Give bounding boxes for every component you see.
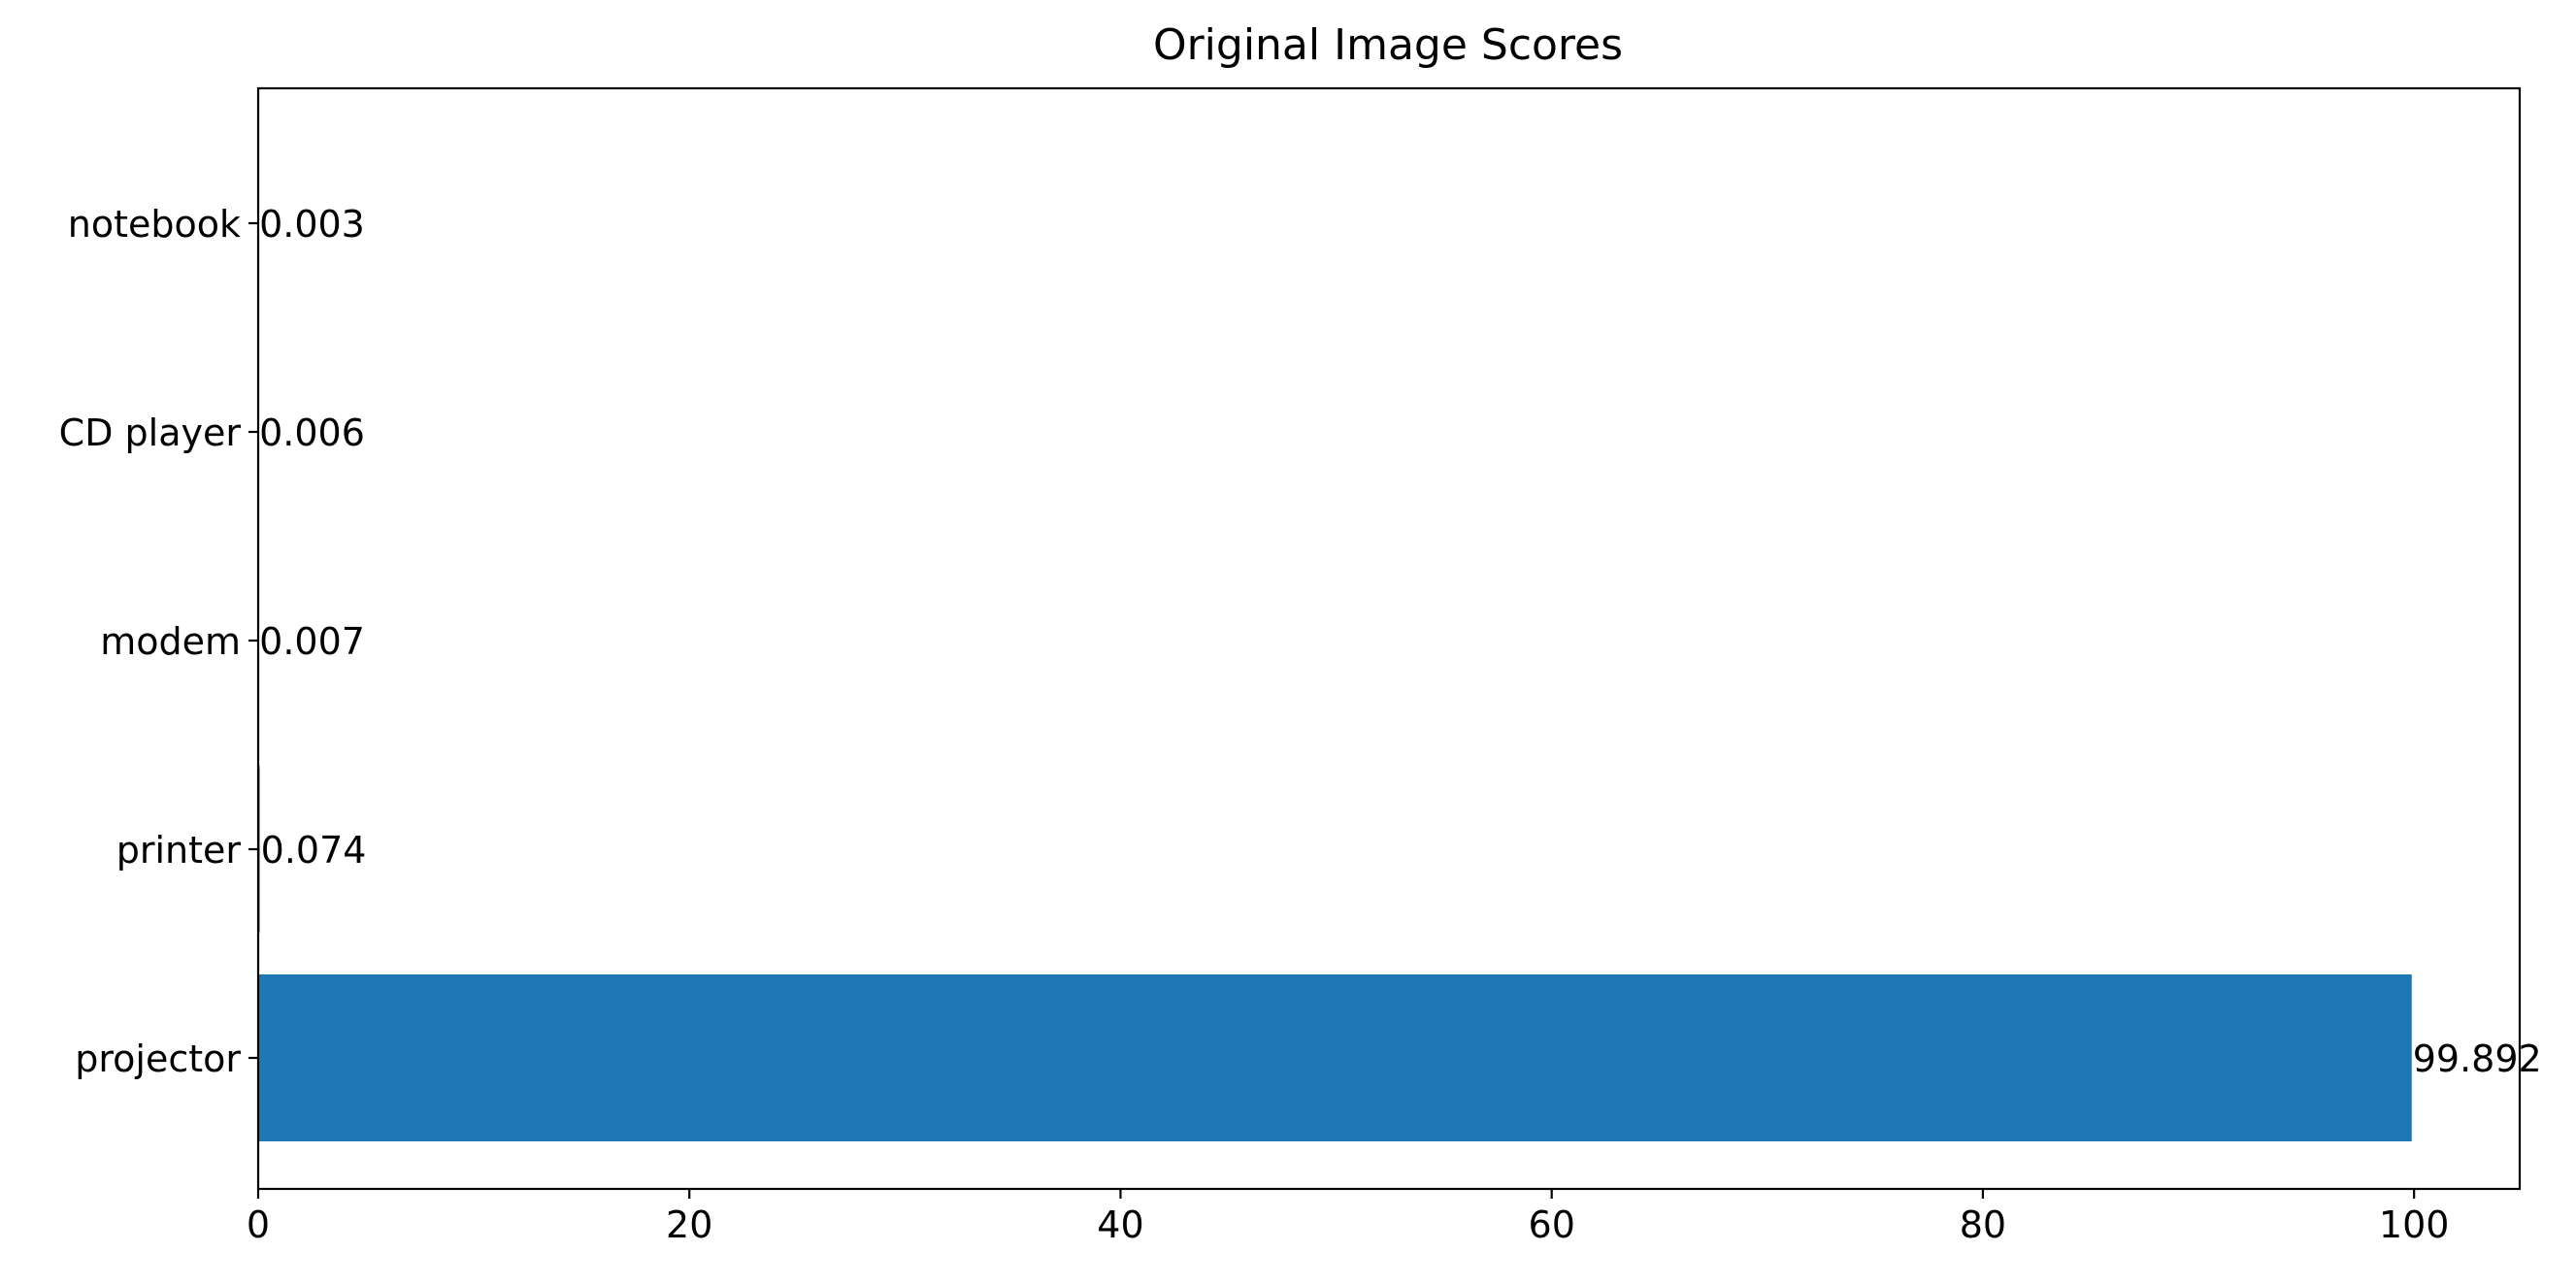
y-tick-label: notebook xyxy=(68,203,241,246)
x-tick-label: 40 xyxy=(1097,1203,1143,1246)
x-tick-label: 20 xyxy=(666,1203,712,1246)
x-tick-label: 60 xyxy=(1529,1203,1575,1246)
chart-title: Original Image Scores xyxy=(1153,20,1623,70)
y-tick-label: projector xyxy=(75,1038,241,1080)
value-labels-layer: 99.892 0.074 0.007 0.006 0.003 xyxy=(259,203,2542,1080)
value-label: 99.892 xyxy=(2413,1038,2542,1080)
value-label: 0.007 xyxy=(259,620,365,663)
x-tick-label: 100 xyxy=(2379,1203,2450,1246)
y-tick-label: CD player xyxy=(59,412,242,454)
bar-projector xyxy=(258,974,2412,1141)
x-tick-label: 0 xyxy=(247,1203,270,1246)
y-tick-label: printer xyxy=(116,829,242,872)
y-axis: projector printer modem CD player notebook xyxy=(59,203,258,1080)
plot-frame xyxy=(256,86,2522,1191)
value-label: 0.006 xyxy=(259,412,365,454)
y-tick-label: modem xyxy=(100,620,241,663)
x-axis: 0 20 40 60 80 100 xyxy=(247,1189,2450,1246)
value-label: 0.003 xyxy=(259,203,365,246)
value-label: 0.074 xyxy=(261,829,367,872)
x-tick-label: 80 xyxy=(1960,1203,2006,1246)
bars-layer xyxy=(258,140,2412,1141)
